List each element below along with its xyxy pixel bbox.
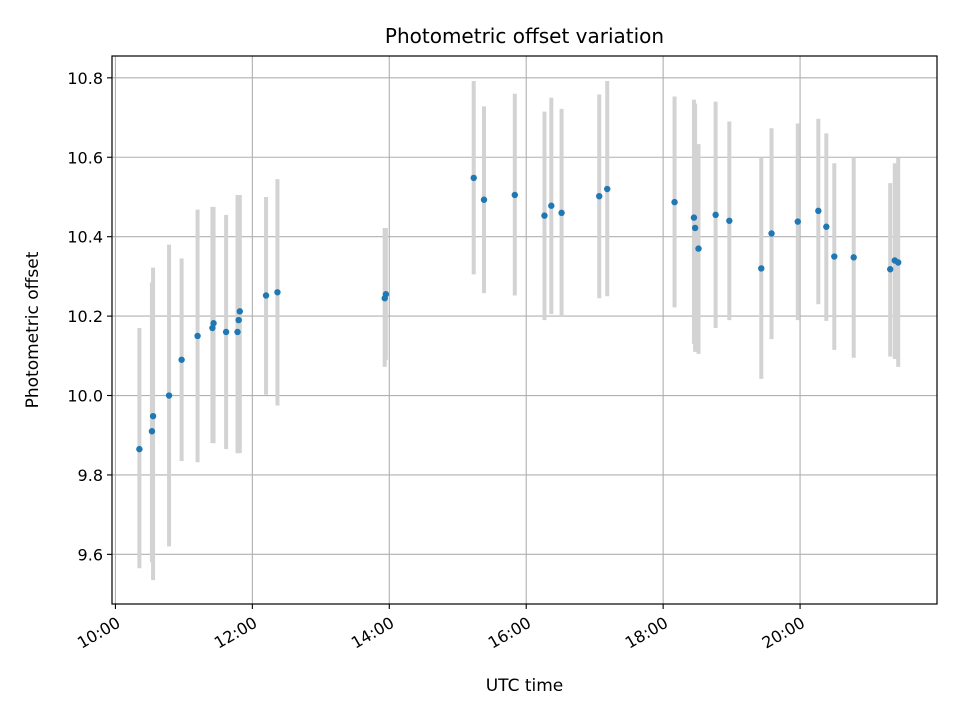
y-tick-label: 10.4 bbox=[67, 228, 103, 247]
data-point bbox=[235, 316, 242, 324]
data-point bbox=[548, 202, 555, 209]
x-axis-label: UTC time bbox=[486, 676, 564, 696]
data-point bbox=[236, 308, 244, 315]
data-point bbox=[671, 198, 678, 206]
data-point bbox=[148, 428, 156, 435]
data-point bbox=[690, 214, 698, 221]
data-point bbox=[887, 266, 894, 273]
data-point bbox=[831, 253, 838, 260]
y-tick-label: 10.8 bbox=[67, 69, 103, 88]
data-point bbox=[382, 291, 390, 298]
data-point bbox=[149, 412, 157, 420]
data-point bbox=[850, 254, 857, 261]
data-point bbox=[823, 223, 830, 230]
data-point bbox=[794, 218, 801, 225]
data-point bbox=[758, 265, 765, 272]
data-point bbox=[470, 174, 477, 182]
data-point bbox=[480, 196, 488, 203]
data-point bbox=[511, 191, 519, 199]
data-point bbox=[726, 217, 733, 224]
y-tick-label: 10.0 bbox=[67, 387, 103, 406]
y-tick-label: 9.8 bbox=[78, 466, 103, 485]
data-point bbox=[712, 211, 719, 219]
data-point bbox=[194, 332, 201, 340]
data-point bbox=[274, 289, 281, 296]
data-point bbox=[541, 212, 548, 219]
y-tick-label: 9.6 bbox=[78, 545, 103, 564]
y-tick-label: 10.6 bbox=[67, 148, 103, 167]
data-point bbox=[178, 356, 185, 363]
data-point bbox=[815, 207, 822, 215]
data-point bbox=[695, 245, 702, 252]
data-point bbox=[165, 392, 173, 399]
data-point bbox=[222, 328, 230, 336]
data-point bbox=[604, 185, 611, 193]
data-point bbox=[558, 209, 565, 217]
y-tick-label: 10.2 bbox=[67, 307, 103, 326]
data-point bbox=[895, 259, 902, 266]
plot-frame bbox=[111, 55, 938, 605]
data-point bbox=[210, 320, 217, 327]
data-point bbox=[691, 224, 699, 232]
data-point bbox=[234, 328, 241, 336]
data-points bbox=[136, 174, 902, 453]
data-point bbox=[768, 230, 775, 237]
data-point bbox=[596, 192, 603, 200]
chart-title: Photometric offset variation bbox=[385, 24, 664, 48]
data-point bbox=[262, 292, 270, 299]
y-axis-label: Photometric offset bbox=[23, 251, 43, 408]
data-point bbox=[136, 445, 143, 453]
